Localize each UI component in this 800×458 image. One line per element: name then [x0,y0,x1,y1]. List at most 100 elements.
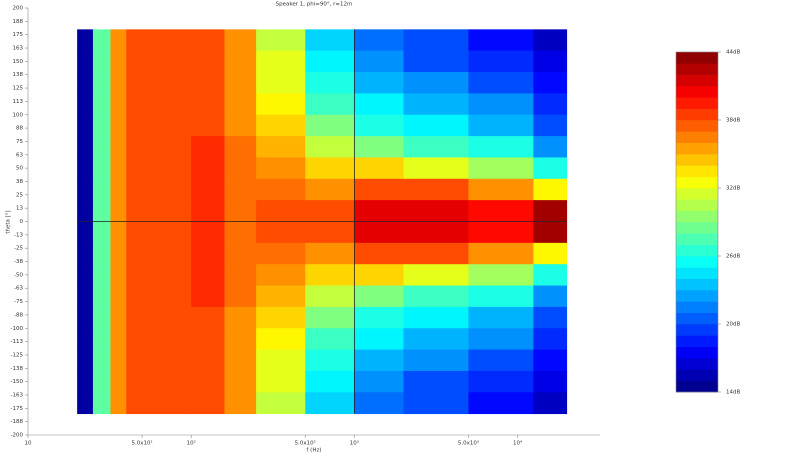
colorbar-step [676,165,718,177]
heat-cell [92,72,111,94]
heat-cell [110,114,127,137]
heat-cell [110,93,127,116]
y-tick-label: -200 [11,433,24,439]
x-tick-label: 10³ [350,440,359,447]
heat-cell [354,370,404,393]
heat-cell [92,306,111,329]
heat-cell [92,157,111,180]
x-tick-label: 10⁴ [513,440,523,447]
chart-title: Speaker 1, phi=90°, r=12m [276,2,353,8]
heat-cell [77,242,94,265]
heat-cell [354,285,404,308]
y-tick-label: 38 [16,179,23,185]
heat-cell [224,242,257,265]
heat-cell [354,136,404,158]
y-tick-label: 150 [13,59,24,65]
heat-cell [305,114,355,137]
heat-cell [191,29,225,52]
heat-cell [224,306,257,329]
heat-cell [126,392,192,415]
heat-cell [305,370,355,393]
heat-cell [110,29,127,52]
y-tick-label: -88 [14,312,23,318]
heat-cell [126,264,192,286]
heat-cell [256,285,306,308]
heat-cell [224,157,257,180]
heat-cell [468,72,534,94]
y-tick-label: -13 [14,232,23,238]
heat-cell [468,242,534,265]
y-tick-label: 50 [16,166,23,172]
colorbar-step [676,312,718,325]
heat-cell [468,285,534,308]
heat-cell [126,178,192,201]
x-tick-label: 5.0x10² [295,440,316,447]
heat-cell [403,285,469,308]
heat-cell [256,328,306,350]
heat-cell [77,349,94,372]
heat-cell [126,72,192,94]
heat-cell [224,136,257,158]
heat-cell [92,264,111,286]
colorbar-step [676,346,718,359]
colorbar-step [676,244,718,257]
x-axis-label: f (Hz) [307,448,322,454]
heat-cell [468,114,534,137]
heat-cell [224,29,257,52]
y-tick-label: 113 [13,99,24,105]
heat-cell [468,328,534,350]
heat-cell [191,242,225,265]
heat-cell [533,93,568,116]
heat-cell [191,306,225,329]
heat-cell [533,50,568,73]
y-tick-label: -25 [14,246,23,252]
heat-cell [191,72,225,94]
heat-cell [403,114,469,137]
heat-cell [126,306,192,329]
heat-cell [533,264,568,286]
y-tick-label: -63 [14,286,23,292]
x-tick-label: 10² [187,440,196,447]
heat-cell [224,93,257,116]
colorbar-step [676,369,718,381]
heat-cell [354,200,404,222]
heat-cell [110,370,127,393]
heat-cell [126,93,192,116]
heat-cell [305,157,355,180]
heat-cell [403,29,469,52]
heat-cell [110,328,127,350]
y-tick-label: -75 [14,299,23,305]
heat-cell [403,72,469,94]
colorbar-tick-label: 32dB [726,186,740,192]
heat-cell [256,242,306,265]
heat-cell [468,29,534,52]
heat-cell [533,306,568,329]
heat-cell [256,114,306,137]
y-axis-label: theta [°] [6,210,12,233]
heat-cell [468,349,534,372]
heat-cell [533,221,568,244]
heat-cell [126,136,192,158]
colorbar-step [676,52,718,64]
y-tick-label: -150 [11,379,24,385]
colorbar-step [676,222,718,234]
heat-cell [191,50,225,73]
y-tick-label: 163 [13,46,24,52]
heat-cell [92,285,111,308]
heat-cell [77,328,94,350]
heat-cell [92,221,111,244]
heat-cell [256,392,306,415]
heat-cell [191,157,225,180]
colorbar-step [676,74,718,87]
colorbar-step [676,324,718,336]
heat-cell [191,136,225,158]
heat-cell [191,264,225,286]
heat-cell [256,136,306,158]
heat-cell [403,392,469,415]
heat-cell [92,50,111,73]
heat-cell [305,200,355,222]
heat-cell [403,200,469,222]
heat-cell [533,392,568,415]
y-tick-label: 188 [13,19,24,25]
heat-cell [191,370,225,393]
